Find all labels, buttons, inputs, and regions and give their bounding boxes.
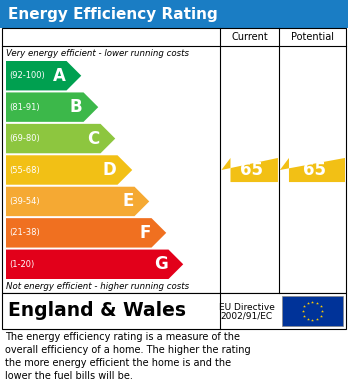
Polygon shape	[6, 249, 183, 279]
Text: 65: 65	[240, 161, 263, 179]
Bar	[2, 28, 346, 293]
Polygon shape	[6, 218, 166, 248]
Text: 2002/91/EC: 2002/91/EC	[221, 312, 273, 321]
Text: G: G	[154, 255, 167, 273]
Polygon shape	[6, 61, 81, 90]
Text: D: D	[103, 161, 117, 179]
Text: F: F	[139, 224, 151, 242]
Text: E: E	[122, 192, 134, 210]
Text: C: C	[87, 129, 100, 147]
Text: Potential: Potential	[291, 32, 334, 42]
Bar	[282, 296, 343, 326]
Text: A: A	[53, 67, 65, 85]
Text: (55-68): (55-68)	[9, 165, 40, 174]
Bar	[0, 0, 348, 28]
Text: (69-80): (69-80)	[9, 134, 40, 143]
Text: The energy efficiency rating is a measure of the: The energy efficiency rating is a measur…	[5, 332, 240, 342]
Polygon shape	[221, 158, 278, 182]
Text: (92-100): (92-100)	[9, 71, 45, 80]
Text: B: B	[70, 98, 82, 116]
Text: overall efficiency of a home. The higher the rating: overall efficiency of a home. The higher…	[5, 345, 251, 355]
Text: EU Directive: EU Directive	[219, 303, 275, 312]
Text: Energy Efficiency Rating: Energy Efficiency Rating	[8, 7, 218, 22]
Polygon shape	[6, 155, 132, 185]
Polygon shape	[6, 187, 149, 216]
Polygon shape	[6, 92, 98, 122]
Text: Current: Current	[231, 32, 268, 42]
Text: (1-20): (1-20)	[9, 260, 34, 269]
Text: (81-91): (81-91)	[9, 103, 40, 112]
Bar	[2, 293, 346, 329]
Polygon shape	[6, 124, 115, 153]
Text: (21-38): (21-38)	[9, 228, 40, 237]
Text: 65: 65	[303, 161, 326, 179]
Text: lower the fuel bills will be.: lower the fuel bills will be.	[5, 371, 133, 381]
Text: England & Wales: England & Wales	[8, 301, 186, 321]
Text: the more energy efficient the home is and the: the more energy efficient the home is an…	[5, 358, 231, 368]
Polygon shape	[280, 158, 345, 182]
Text: Very energy efficient - lower running costs: Very energy efficient - lower running co…	[6, 48, 189, 57]
Text: (39-54): (39-54)	[9, 197, 40, 206]
Text: Not energy efficient - higher running costs: Not energy efficient - higher running co…	[6, 282, 189, 291]
